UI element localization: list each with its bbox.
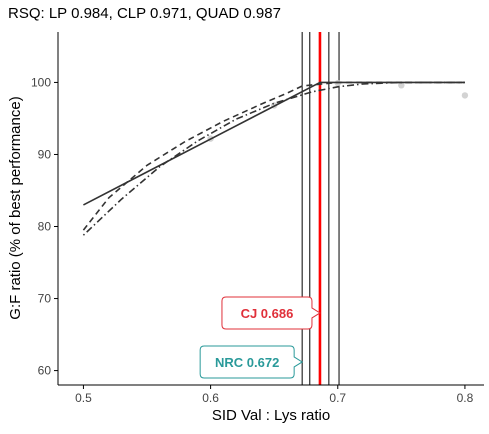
annotation-box bbox=[221, 296, 321, 330]
x-tick-label: 0.7 bbox=[329, 391, 346, 405]
x-tick-label: 0.8 bbox=[457, 391, 474, 405]
y-axis-title: G:F ratio (% of best performance) bbox=[7, 96, 24, 319]
axes bbox=[57, 32, 484, 386]
y-tick-label: 60 bbox=[38, 364, 52, 378]
x-tick-label: 0.5 bbox=[75, 391, 92, 405]
y-tick-label: 70 bbox=[38, 292, 52, 306]
annotation-box bbox=[199, 345, 304, 379]
chart-title: RSQ: LP 0.984, CLP 0.971, QUAD 0.987 bbox=[8, 5, 281, 22]
tick-marks: 0.5 0.6 0.7 0.8 60 70 80 90 100 bbox=[31, 75, 474, 405]
series-line-clp bbox=[82, 81, 465, 231]
y-tick-label: 80 bbox=[38, 220, 52, 234]
fitted-curves bbox=[82, 81, 465, 236]
y-tick-label: 90 bbox=[38, 147, 52, 161]
annotations: CJ 0.686 NRC 0.672 bbox=[199, 296, 321, 379]
series-line-lp bbox=[83, 81, 465, 206]
x-axis-title: SID Val : Lys ratio bbox=[212, 407, 330, 424]
data-point bbox=[398, 82, 405, 89]
annotation-label: CJ 0.686 bbox=[241, 306, 294, 321]
x-tick-label: 0.6 bbox=[202, 391, 219, 405]
annotation-label: NRC 0.672 bbox=[215, 355, 279, 370]
y-tick-label: 100 bbox=[31, 75, 51, 89]
data-point bbox=[461, 92, 469, 99]
